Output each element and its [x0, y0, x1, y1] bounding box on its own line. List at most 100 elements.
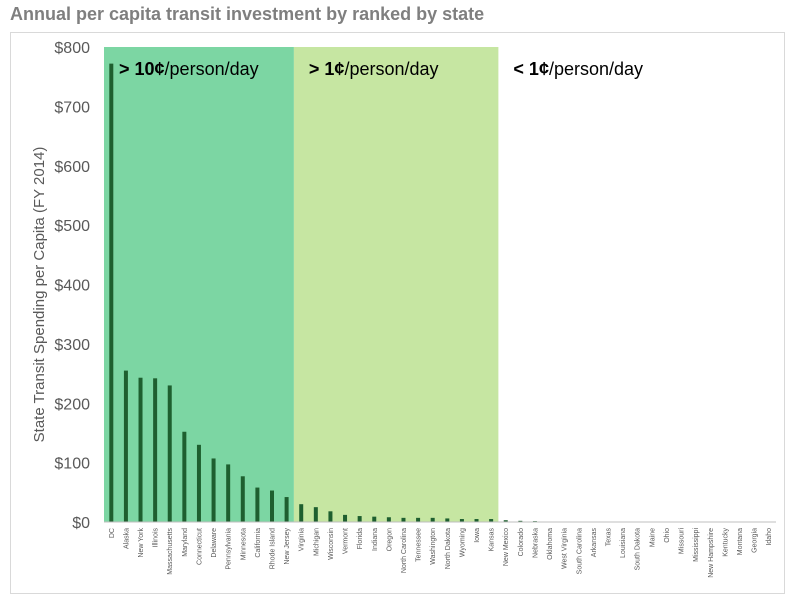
x-tick-label: Colorado: [518, 528, 525, 557]
x-tick-label: Alaska: [123, 528, 130, 549]
x-tick-label: Wyoming: [459, 528, 466, 557]
bar: [518, 520, 523, 522]
band-label-rest-0: /person/day: [165, 59, 259, 79]
band-label-0: > 10¢/person/day: [119, 59, 259, 79]
y-tick-label: $200: [54, 396, 90, 413]
band-label-rest-2: /person/day: [549, 59, 643, 79]
bar: [299, 504, 304, 522]
x-tick-label: Connecticut: [196, 528, 203, 565]
x-tick-label: Missouri: [679, 528, 686, 555]
x-tick-label: Michigan: [313, 528, 320, 556]
chart-title: Annual per capita transit investment by …: [10, 4, 485, 24]
x-tick-label: Vermont: [343, 528, 350, 554]
x-tick-label: Wisconsin: [328, 528, 335, 560]
bar: [153, 378, 158, 522]
x-tick-label: New York: [138, 528, 145, 558]
y-tick-label: $400: [54, 278, 90, 295]
x-tick-label: Florida: [357, 528, 364, 550]
x-tick-label: Oregon: [386, 528, 393, 551]
bar: [357, 516, 362, 522]
bar: [182, 431, 187, 522]
y-tick-label: $0: [72, 515, 90, 532]
x-tick-label: Iowa: [474, 528, 481, 543]
band-label-bold-0: > 10¢: [119, 59, 165, 79]
y-tick-label: $600: [54, 159, 90, 176]
bar: [270, 490, 274, 522]
bar: [123, 370, 128, 522]
x-tick-label: Georgia: [752, 528, 759, 553]
band-label-bold-1: > 1¢: [309, 59, 345, 79]
x-tick-label: New Jersey: [284, 528, 291, 565]
bar: [313, 507, 318, 522]
bar: [401, 517, 406, 522]
bar: [386, 517, 391, 522]
band-label-2: < 1¢/person/day: [513, 59, 643, 79]
band-label-bold-2: < 1¢: [513, 59, 549, 79]
x-tick-label: Ohio: [664, 528, 671, 543]
bar: [489, 519, 494, 522]
x-tick-label: Idaho: [766, 528, 773, 546]
x-tick-label: Tennessee: [416, 528, 423, 562]
x-tick-label: Washington: [430, 528, 437, 565]
y-tick-label: $800: [54, 40, 90, 57]
x-tick-label: Oklahoma: [547, 528, 554, 560]
bar: [445, 518, 450, 522]
band-2: [498, 47, 776, 522]
x-tick-label: North Dakota: [445, 528, 452, 569]
x-tick-label: West Virginia: [562, 528, 569, 569]
bar: [211, 458, 216, 522]
x-tick-label: Rhode Island: [270, 528, 277, 569]
x-tick-label: Virginia: [299, 528, 306, 551]
bar: [109, 63, 114, 522]
x-tick-label: Massachusetts: [167, 528, 174, 575]
x-tick-label: DC: [109, 528, 116, 538]
bar: [226, 464, 231, 522]
x-tick-label: Kansas: [489, 528, 496, 552]
y-tick-label: $700: [54, 99, 90, 116]
y-axis-label: State Transit Spending per Capita (FY 20…: [31, 147, 48, 443]
y-tick-label: $300: [54, 337, 90, 354]
x-tick-label: Pennsylvania: [226, 528, 233, 570]
x-tick-label: South Carolina: [576, 528, 583, 574]
y-tick-label: $500: [54, 218, 90, 235]
x-tick-label: Kentucky: [722, 528, 729, 557]
band-1: [293, 47, 499, 522]
bar: [167, 385, 172, 522]
x-tick-label: Montana: [737, 528, 744, 555]
bar: [328, 511, 333, 522]
bar: [459, 519, 464, 522]
bar: [196, 444, 201, 522]
chart-frame: [10, 32, 785, 594]
x-tick-label: Nebraska: [532, 528, 539, 558]
x-tick-label: Minnesota: [240, 528, 247, 560]
x-tick-label: Louisiana: [620, 528, 627, 558]
bar: [474, 519, 479, 522]
x-tick-label: North Carolina: [401, 528, 408, 573]
x-tick-label: Maine: [649, 528, 656, 547]
x-tick-label: Arkansas: [591, 528, 598, 558]
bar: [240, 476, 245, 522]
bar: [343, 514, 348, 522]
x-tick-label: New Mexico: [503, 528, 510, 566]
y-tick-label: $100: [54, 456, 90, 473]
bar: [138, 377, 143, 522]
bar: [284, 497, 289, 522]
band-label-1: > 1¢/person/day: [309, 59, 439, 79]
x-tick-label: Illinois: [153, 528, 160, 548]
x-tick-label: New Hampshire: [708, 528, 715, 578]
bar: [416, 517, 421, 522]
x-tick-label: South Dakota: [635, 528, 642, 571]
bar: [430, 517, 435, 522]
bar: [372, 516, 377, 522]
x-tick-label: Texas: [606, 528, 613, 547]
bar: [255, 487, 260, 522]
x-tick-label: Indiana: [372, 528, 379, 551]
x-tick-label: California: [255, 528, 262, 558]
bar: [503, 520, 508, 522]
band-0: [104, 47, 294, 522]
band-label-rest-1: /person/day: [344, 59, 438, 79]
x-tick-label: Mississippi: [693, 528, 700, 562]
x-tick-label: Delaware: [211, 528, 218, 558]
x-tick-label: Maryland: [182, 528, 189, 557]
